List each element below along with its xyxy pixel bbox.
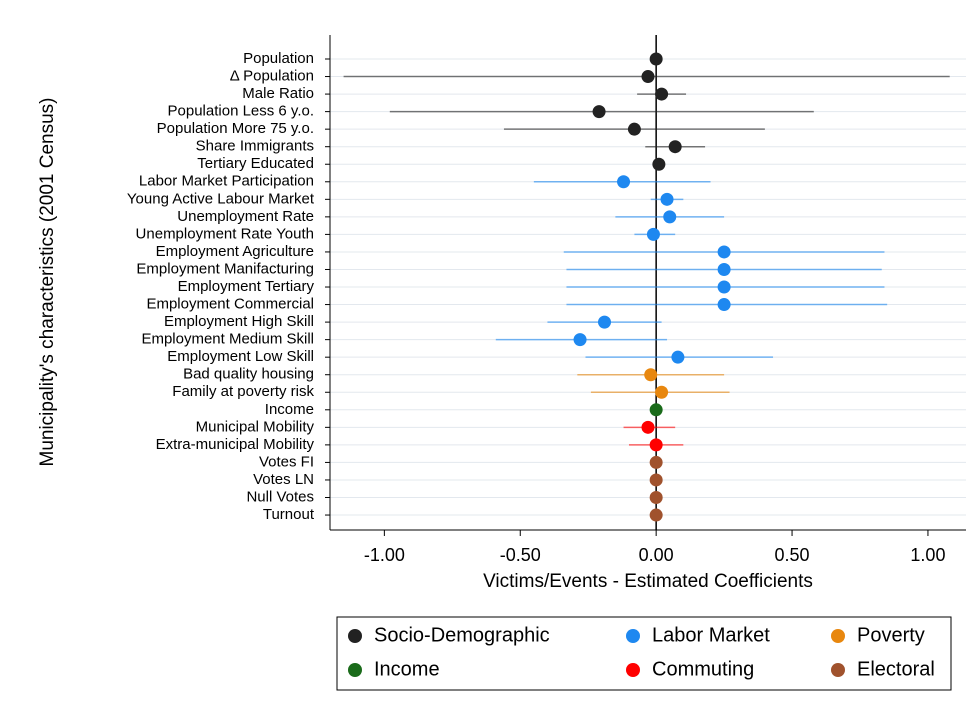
point <box>617 175 631 189</box>
y-tick-label: Δ Population <box>230 68 314 85</box>
legend-marker <box>831 629 845 643</box>
y-tick-label: Turnout <box>263 506 315 523</box>
y-tick-label: Votes LN <box>253 471 314 488</box>
y-tick-label: Male Ratio <box>242 85 314 102</box>
point <box>644 368 658 382</box>
legend-box <box>336 616 952 691</box>
y-tick-label: Young Active Labour Market <box>127 190 315 207</box>
y-tick-label: Employment Manifacturing <box>136 260 314 277</box>
point <box>627 122 641 136</box>
legend-label: Commuting <box>652 658 754 680</box>
y-tick-label: Employment High Skill <box>164 313 314 330</box>
y-tick-label: Unemployment Rate <box>177 208 314 225</box>
point <box>649 473 663 487</box>
y-tick-label: Employment Tertiary <box>178 278 315 295</box>
y-tick-label: Tertiary Educated <box>197 155 314 172</box>
legend-marker <box>348 663 362 677</box>
legend-marker <box>626 629 640 643</box>
x-axis-title: Victims/Events - Estimated Coefficients <box>483 571 813 592</box>
y-tick-label: Income <box>265 401 314 418</box>
point <box>592 105 606 119</box>
point <box>646 227 660 241</box>
y-tick-label: Employment Commercial <box>146 296 314 313</box>
point <box>649 52 663 66</box>
y-tick-label: Municipal Mobility <box>196 418 315 435</box>
x-tick-label: -1.00 <box>364 545 405 565</box>
y-tick-label: Family at poverty risk <box>172 383 314 400</box>
y-tick-label: Employment Medium Skill <box>141 331 314 348</box>
point <box>717 245 731 259</box>
point <box>655 385 669 399</box>
legend-marker <box>626 663 640 677</box>
legend-label: Income <box>374 658 440 680</box>
y-tick-label: Labor Market Participation <box>139 173 314 190</box>
legend-label: Labor Market <box>652 624 770 646</box>
x-tick-label: 1.00 <box>910 545 945 565</box>
point <box>652 157 666 171</box>
point <box>649 438 663 452</box>
y-tick-label: Employment Low Skill <box>167 348 314 365</box>
y-axis-title: Municipality's characteristics (2001 Cen… <box>37 98 58 467</box>
y-tick-label: Population More 75 y.o. <box>157 120 314 137</box>
point <box>573 333 587 347</box>
y-tick-label: Votes FI <box>259 453 314 470</box>
point <box>598 315 612 329</box>
point <box>649 508 663 522</box>
point <box>668 140 682 154</box>
point <box>641 420 655 434</box>
legend-label: Electoral <box>857 658 935 680</box>
y-tick-label: Population Less 6 y.o. <box>168 103 314 120</box>
y-tick-label: Null Votes <box>246 488 314 505</box>
x-tick-label: -0.50 <box>500 545 541 565</box>
legend-label: Poverty <box>857 624 925 646</box>
legend-marker <box>831 663 845 677</box>
point <box>663 210 677 224</box>
y-tick-label: Extra-municipal Mobility <box>156 436 315 453</box>
legend-marker <box>348 629 362 643</box>
y-tick-label: Share Immigrants <box>196 138 314 155</box>
x-tick-label: 0.50 <box>775 545 810 565</box>
point <box>660 192 674 206</box>
point <box>671 350 685 364</box>
point <box>717 280 731 294</box>
point <box>717 298 731 312</box>
y-tick-label: Employment Agriculture <box>156 243 314 260</box>
point <box>649 491 663 504</box>
x-tick-label: 0.00 <box>639 545 674 565</box>
y-tick-label: Population <box>243 50 314 67</box>
point <box>717 262 731 276</box>
point <box>655 87 669 101</box>
point <box>641 70 655 84</box>
y-tick-label: Unemployment Rate Youth <box>136 225 314 242</box>
y-tick-label: Bad quality housing <box>183 366 314 383</box>
point <box>649 455 663 469</box>
legend-label: Socio-Demographic <box>374 624 550 646</box>
point <box>649 403 663 417</box>
